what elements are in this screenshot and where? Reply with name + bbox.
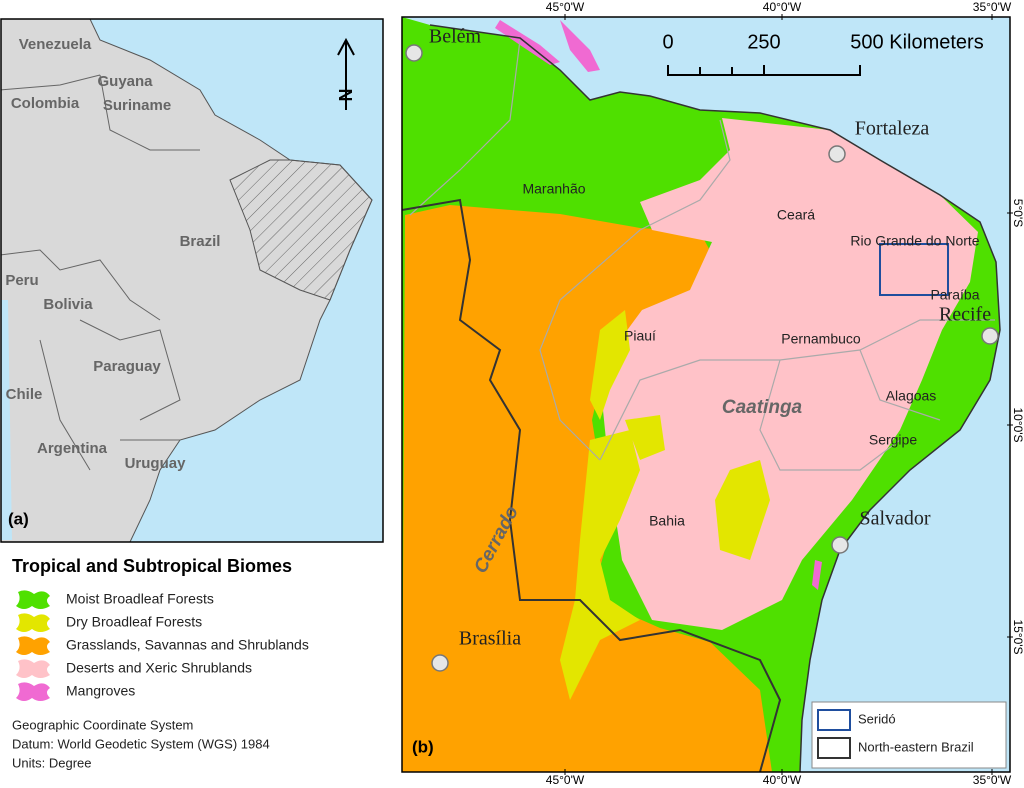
country-label: Argentina [37,440,108,457]
country-label: Chile [6,386,43,403]
country-label: Uruguay [125,455,187,472]
biome-area [560,310,770,700]
longitude-label: 35°0'W [973,773,1012,787]
panel-label: (b) [412,737,434,756]
city-label: Fortaleza [855,118,930,140]
state-label: Rio Grande do Norte [850,233,979,249]
state-borders [409,39,995,471]
legend-label: Mangroves [66,683,135,699]
north-label: N [336,89,356,102]
legend-swatch [16,613,50,632]
legend-title: Tropical and Subtropical Biomes [12,556,292,576]
legend-label: Moist Broadleaf Forests [66,591,214,607]
longitude-label: 40°0'W [763,0,802,14]
state-label: Ceará [777,207,815,223]
city-marker [828,145,846,163]
biome-label: Caatinga [722,397,803,418]
legend-label: Grasslands, Savannas and Shrublands [66,637,309,653]
panel-a-frame [0,18,384,543]
longitude-label: 35°0'W [973,0,1012,14]
longitude-label: 45°0'W [546,773,585,787]
study-area [229,159,373,301]
city-label: Brasília [459,628,521,650]
legend-label: Dry Broadleaf Forests [66,614,202,630]
city-marker [981,327,999,345]
country-label: Peru [5,272,38,289]
scale-label: 0 [662,31,673,53]
scale-label: 250 [747,31,780,53]
country-label: Brazil [180,233,221,250]
country-label: Paraguay [93,358,161,375]
legend-swatch [16,682,50,701]
country-label: Colombia [11,95,80,112]
latitude-label: 15°0'S [1011,619,1024,654]
inset-legend-label: North-eastern Brazil [858,739,974,754]
coordinate-note: Geographic Coordinate System [12,717,193,732]
legend-swatch [16,590,50,609]
panel-label: (a) [8,509,29,528]
scale-bar [667,65,861,76]
city-label: Recife [939,304,991,326]
city-marker [431,654,449,672]
serido-area [879,243,949,296]
country-label: Guyana [97,73,153,90]
city-marker [831,536,849,554]
panel-b-frame [401,16,1011,773]
longitude-label: 45°0'W [546,0,585,14]
latitude-label: 5°0'S [1011,199,1024,227]
country-label: Suriname [103,97,171,114]
borders [1,74,200,471]
city-label: Belém [429,26,482,48]
country-label: Bolivia [43,296,93,313]
scale-label: 500 Kilometers [850,31,983,53]
coastline [429,24,1001,772]
legend-swatch [16,636,50,655]
country-label: Venezuela [19,36,92,53]
longitude-label: 40°0'W [763,773,802,787]
state-label: Bahia [649,513,685,529]
state-label: Piauí [624,328,656,344]
city-marker [405,44,423,62]
state-label: Pernambuco [781,331,861,347]
state-label: Alagoas [886,388,937,404]
state-label: Paraíba [930,287,979,303]
west-coast [1,300,12,540]
coordinate-note: Units: Degree [12,755,91,770]
legend-label: Deserts and Xeric Shrublands [66,660,252,676]
biome-area [602,118,978,630]
state-label: Sergipe [869,432,917,448]
state-label: Maranhão [522,181,585,197]
inset-legend-swatch [817,709,851,731]
legend-swatch [16,659,50,678]
panel-a-map [1,19,383,542]
coordinate-note: Datum: World Geodetic System (WGS) 1984 [12,736,270,751]
inset-legend-label: Seridó [858,711,896,726]
inset-legend-swatch [817,737,851,759]
city-label: Salvador [859,508,930,530]
north-arrow [337,37,355,110]
panel-b-map [402,17,1010,772]
region-outline [402,198,782,772]
latitude-label: 10°0'S [1011,407,1024,442]
